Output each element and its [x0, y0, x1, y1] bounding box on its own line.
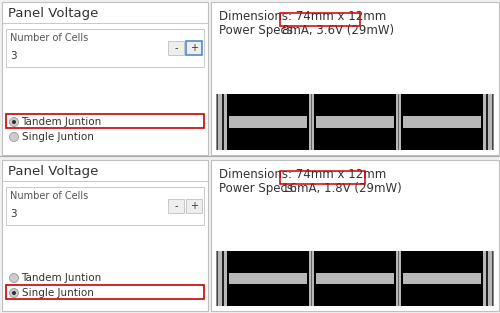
Bar: [224, 251, 227, 306]
Bar: [280, 171, 364, 184]
Bar: [401, 251, 483, 306]
Bar: [316, 273, 394, 284]
Text: Single Juntion: Single Juntion: [22, 132, 94, 142]
Bar: [493, 251, 494, 306]
Bar: [224, 94, 227, 150]
Text: 8mA, 3.6V (29mW): 8mA, 3.6V (29mW): [282, 24, 394, 37]
Bar: [6, 285, 204, 299]
Bar: [186, 199, 202, 213]
Bar: [483, 94, 486, 150]
Bar: [229, 273, 307, 284]
Text: Dimensions: 74mm x 12mm: Dimensions: 74mm x 12mm: [219, 168, 386, 181]
Bar: [216, 251, 494, 306]
Bar: [217, 251, 218, 306]
Bar: [492, 251, 493, 306]
Bar: [2, 2, 208, 155]
Text: Panel Voltage: Panel Voltage: [8, 7, 98, 20]
Text: Panel Voltage: Panel Voltage: [8, 165, 98, 178]
Bar: [396, 94, 398, 150]
Text: 16mA, 1.8V (29mW): 16mA, 1.8V (29mW): [282, 182, 402, 195]
Circle shape: [12, 120, 16, 124]
Circle shape: [12, 291, 16, 295]
Text: -: -: [174, 201, 178, 211]
Text: 3: 3: [10, 209, 16, 219]
Bar: [311, 251, 312, 306]
Bar: [401, 94, 483, 150]
Text: Power Specs:: Power Specs:: [219, 24, 301, 37]
Bar: [222, 251, 224, 306]
Bar: [6, 114, 204, 128]
Circle shape: [10, 132, 18, 141]
Bar: [398, 251, 399, 306]
Text: 3: 3: [10, 51, 16, 61]
Bar: [312, 251, 314, 306]
Text: Number of Cells: Number of Cells: [10, 191, 88, 201]
Text: -: -: [174, 43, 178, 53]
Bar: [168, 41, 184, 55]
Bar: [316, 116, 394, 128]
Bar: [227, 251, 309, 306]
Circle shape: [10, 274, 18, 283]
Bar: [399, 251, 401, 306]
Text: Single Juntion: Single Juntion: [22, 288, 94, 298]
Bar: [186, 41, 202, 55]
Text: +: +: [190, 201, 198, 211]
Text: Tandem Juntion: Tandem Juntion: [22, 273, 102, 283]
Bar: [218, 251, 222, 306]
Bar: [211, 2, 499, 155]
Text: Number of Cells: Number of Cells: [10, 33, 88, 43]
Bar: [6, 29, 204, 67]
Bar: [216, 94, 217, 150]
Bar: [399, 94, 401, 150]
Bar: [488, 94, 492, 150]
Bar: [309, 251, 311, 306]
Bar: [218, 94, 222, 150]
Bar: [229, 116, 307, 128]
Bar: [280, 13, 359, 26]
Bar: [309, 94, 311, 150]
Bar: [311, 94, 312, 150]
Bar: [222, 94, 224, 150]
Bar: [211, 160, 499, 311]
Bar: [216, 251, 217, 306]
Bar: [227, 94, 309, 150]
Circle shape: [10, 117, 18, 126]
Bar: [2, 160, 208, 311]
Bar: [312, 94, 314, 150]
Bar: [486, 94, 488, 150]
Bar: [483, 251, 486, 306]
Bar: [492, 94, 493, 150]
Text: +: +: [190, 43, 198, 53]
Bar: [493, 94, 494, 150]
Bar: [168, 199, 184, 213]
Bar: [396, 251, 398, 306]
Bar: [314, 94, 396, 150]
Bar: [398, 94, 399, 150]
Bar: [314, 251, 396, 306]
Bar: [217, 94, 218, 150]
Bar: [403, 273, 481, 284]
Bar: [6, 187, 204, 225]
Bar: [216, 94, 494, 150]
Bar: [403, 116, 481, 128]
Text: Tandem Juntion: Tandem Juntion: [22, 117, 102, 127]
Circle shape: [10, 289, 18, 297]
Text: Power Specs:: Power Specs:: [219, 182, 301, 195]
Bar: [488, 251, 492, 306]
Text: Dimensions: 74mm x 12mm: Dimensions: 74mm x 12mm: [219, 10, 386, 23]
Bar: [486, 251, 488, 306]
